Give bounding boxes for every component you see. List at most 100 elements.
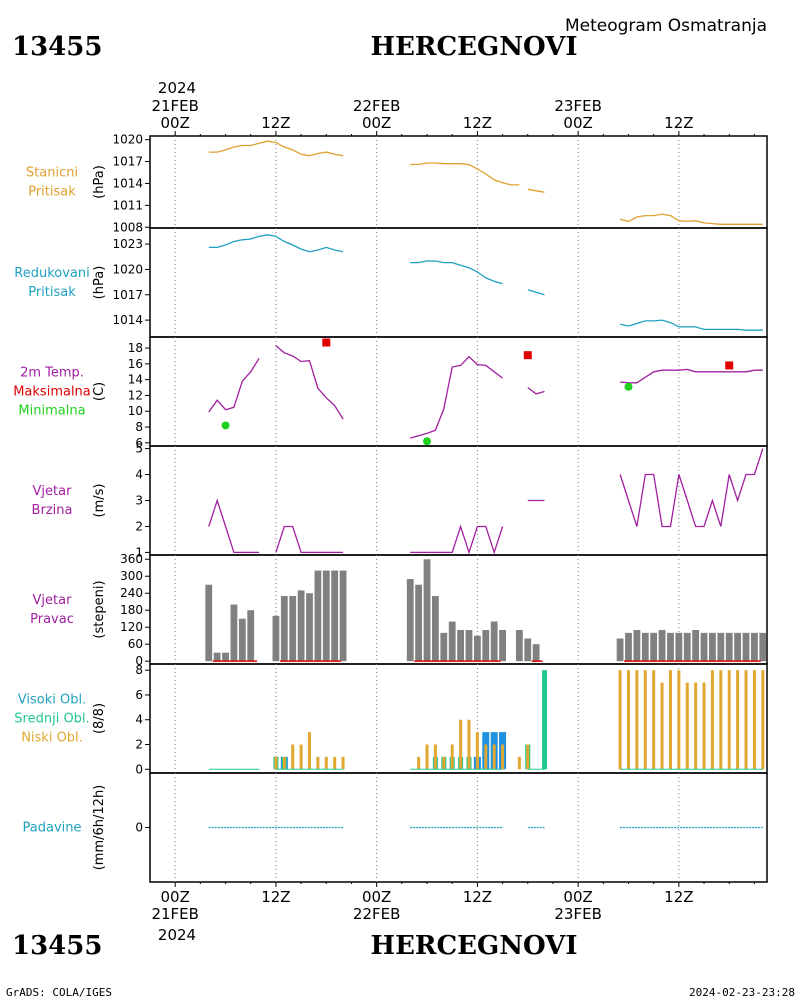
wind-dir-bar: [306, 593, 313, 662]
series-line: [527, 289, 545, 296]
panel-label: Stanicni: [26, 166, 78, 181]
cloud-bar: [492, 744, 496, 770]
cloud-bar: [542, 670, 548, 770]
cloud-bar: [450, 744, 454, 770]
wind-dir-bar: [280, 596, 288, 662]
cloud-bar: [517, 756, 521, 770]
panel-label: Visoki Obl.: [18, 693, 86, 708]
wind-dir-bar: [759, 632, 767, 662]
y-axis-label: (hPa): [92, 266, 107, 300]
tmax-marker: [523, 351, 532, 360]
panel-reduced-pressure: 1014 1017 1020 1023 (hPa)Redukovani Pritisak: [14, 227, 768, 338]
station-name-bottom: HERCEGNOVI: [371, 931, 578, 961]
cloud-bar: [274, 756, 278, 770]
y-axis-label: (8/8): [92, 703, 107, 734]
panel-label: Pritisak: [28, 185, 76, 200]
series-line: [208, 498, 260, 554]
series-line: [275, 525, 344, 554]
tmax-marker: [725, 361, 734, 370]
cloud-bar: [299, 744, 303, 770]
cloud-bar: [660, 682, 664, 770]
panel-frame: [149, 227, 768, 338]
y-axis-label: (hPa): [92, 165, 107, 199]
wind-dir-bar: [650, 632, 658, 662]
cloud-bar: [677, 670, 681, 770]
y-tick-label: 8: [135, 663, 143, 677]
wind-dir-bar: [289, 596, 297, 662]
wind-dir-bar: [415, 584, 423, 662]
wind-dir-bar: [482, 630, 490, 662]
series-line: [275, 345, 344, 420]
tmin-marker: [221, 421, 230, 430]
wind-dir-bar: [448, 621, 456, 662]
y-tick-label: 10: [128, 404, 143, 418]
panel-label: Padavine: [23, 821, 82, 836]
wind-dir-bar: [751, 632, 758, 662]
series-line: [620, 368, 763, 384]
cloud-bar: [442, 756, 446, 770]
panel-label: Srednji Obl.: [14, 712, 89, 727]
y-tick-label: 1008: [112, 220, 143, 234]
y-tick-label: 2: [135, 738, 143, 752]
series-line: [208, 357, 260, 413]
wind-dir-bar: [247, 610, 255, 662]
cloud-bar: [475, 732, 479, 770]
panel-label: Vjetar: [33, 484, 73, 499]
series-line: [410, 162, 520, 186]
credit-label: GrADS: COLA/IGES: [6, 986, 112, 999]
panel-label: Redukovani: [14, 266, 89, 281]
time-label-top: 12Z: [463, 114, 492, 132]
wind-dir-bar: [314, 570, 322, 662]
cloud-bar: [459, 719, 463, 770]
cloud-bar: [694, 682, 698, 770]
date-label-bottom: 23FEB: [554, 905, 601, 923]
time-label-top: 12Z: [261, 114, 290, 132]
y-tick-label: 0: [135, 821, 143, 835]
cloud-bar: [635, 670, 639, 770]
wind-dir-bar: [692, 630, 700, 662]
cloud-bar: [433, 744, 437, 770]
y-tick-label: 240: [120, 586, 143, 600]
wind-dir-bar: [423, 559, 431, 662]
cloud-bar: [467, 719, 471, 770]
time-label-bottom: 00Z: [563, 888, 592, 906]
date-label-bottom: 22FEB: [353, 905, 400, 923]
y-tick-label: 12: [128, 388, 143, 402]
tmax-marker: [322, 338, 331, 347]
panel-label: Brzina: [32, 503, 73, 518]
cloud-bar: [652, 670, 656, 770]
y-tick-label: 360: [120, 552, 143, 566]
cloud-bar: [727, 670, 731, 770]
y-axis-label: (stepeni): [92, 580, 107, 638]
panel-frame: [149, 336, 768, 447]
station-name-top: HERCEGNOVI: [371, 32, 578, 62]
y-tick-label: 1014: [112, 313, 143, 327]
y-tick-label: 1017: [112, 155, 143, 169]
date-label-top: 23FEB: [554, 97, 601, 115]
cloud-bar: [484, 744, 488, 770]
cloud-bar: [736, 670, 740, 770]
panel-label: 2m Temp.: [20, 366, 84, 381]
time-label-top: 00Z: [160, 114, 189, 132]
cloud-bar: [643, 670, 647, 770]
panel-clouds: 0 2 4 6 8 (8/8) Visoki Obl. Srednji Obl. Niski O…: [14, 663, 768, 776]
wind-dir-bar: [515, 630, 523, 662]
time-label-bottom: 12Z: [463, 888, 492, 906]
time-label-top: 00Z: [563, 114, 592, 132]
cloud-bar: [282, 756, 286, 770]
wind-dir-bar: [457, 630, 464, 662]
series-line: [208, 234, 344, 253]
y-tick-label: 16: [128, 357, 143, 371]
wind-dir-bar: [406, 579, 414, 662]
time-label-top: 00Z: [362, 114, 391, 132]
station-id-top: 13455: [12, 32, 102, 62]
cloud-bar: [618, 670, 622, 770]
time-label-bottom: 12Z: [261, 888, 290, 906]
wind-dir-bar: [432, 596, 439, 662]
y-tick-label: 1017: [112, 288, 143, 302]
bottom-year-label: 2024: [158, 926, 196, 944]
y-tick-label: 6: [135, 436, 143, 450]
wind-dir-bar: [473, 635, 481, 662]
wind-dir-bar: [734, 632, 742, 662]
